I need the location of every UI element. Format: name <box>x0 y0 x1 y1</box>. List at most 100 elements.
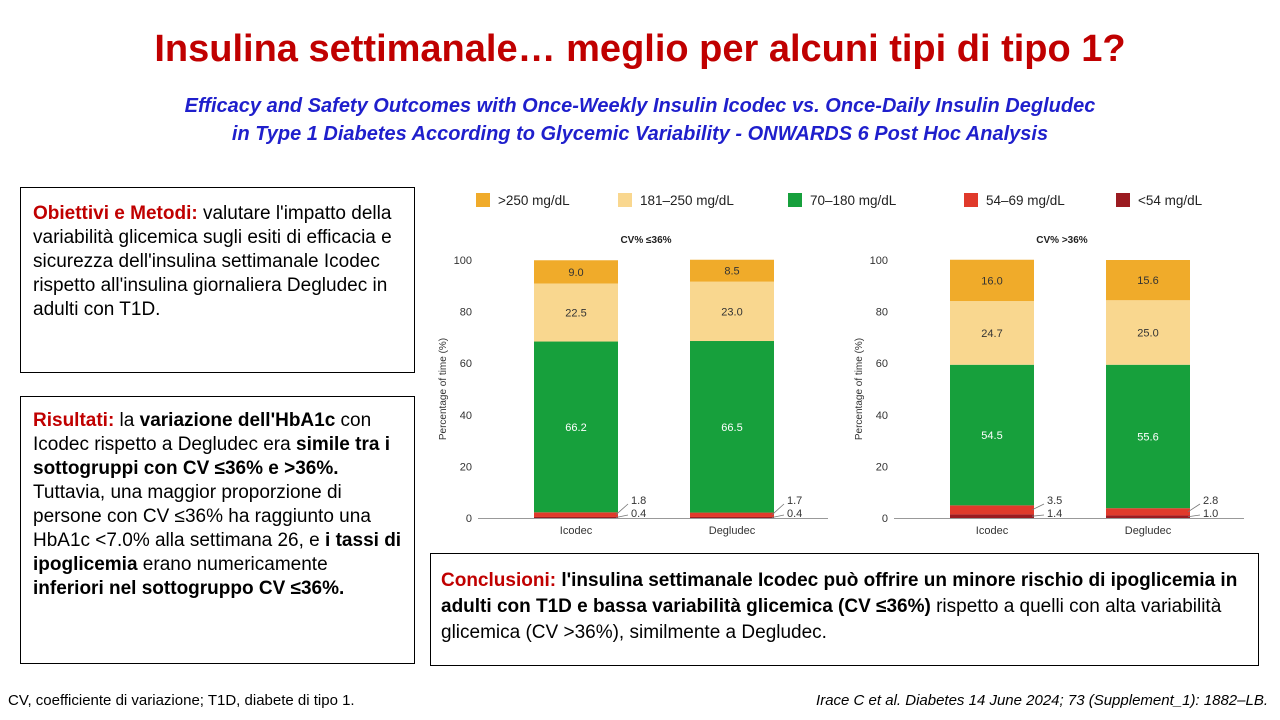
conclusions-bold: l'insulina settimanale Icodec può offrir… <box>441 570 1238 617</box>
data-label: 1.4 <box>1047 508 1062 520</box>
callout-line <box>1187 514 1201 518</box>
y-tick-label: 0 <box>466 513 472 525</box>
bar-segment <box>534 283 618 342</box>
footer-abbreviations: CV, coefficiente di variazione; T1D, dia… <box>8 692 355 709</box>
callout-line <box>771 514 785 518</box>
results-box: Risultati: la variazione dell'HbA1c con … <box>20 396 415 664</box>
data-label: 0.4 <box>787 508 802 520</box>
legend-swatch <box>476 193 490 207</box>
data-label: 54.5 <box>981 430 1002 442</box>
y-tick-label: 0 <box>882 513 888 525</box>
legend-label: <54 mg/dL <box>1138 193 1203 208</box>
conclusions-label: Conclusioni: <box>441 570 557 591</box>
bar-segment <box>534 512 618 517</box>
data-label: 2.8 <box>1203 495 1218 507</box>
subtitle-line-2: in Type 1 Diabetes According to Glycemic… <box>231 123 1049 145</box>
conclusions-text: rispetto a quelli con alta variabilità g… <box>441 596 1222 643</box>
subtitle-line-1: Efficacy and Safety Outcomes with Once-W… <box>184 95 1096 117</box>
data-label: 55.6 <box>1137 431 1158 443</box>
data-label: 23.0 <box>721 306 742 318</box>
legend-swatch <box>964 193 978 207</box>
objectives-label: Obiettivi e Metodi: <box>33 203 198 224</box>
bar-segment <box>690 259 774 282</box>
bar-segment <box>950 505 1034 515</box>
results-text-4: erano numericamente <box>137 554 328 575</box>
bar-segment <box>690 516 774 518</box>
x-tick-label: Degludec <box>1125 525 1172 537</box>
callout-line <box>771 503 785 516</box>
panel-title: CV% ≤36% <box>620 235 671 246</box>
bar-segment <box>1106 260 1190 301</box>
bar-segment <box>690 281 774 342</box>
data-label: 25.0 <box>1137 327 1158 339</box>
data-label: 3.5 <box>1047 495 1062 507</box>
legend-label: 54–69 mg/dL <box>986 193 1065 208</box>
data-label: 66.2 <box>565 422 586 434</box>
bar-segment <box>1106 364 1190 509</box>
results-text-2: con Icodec rispetto a Degludec era <box>33 410 372 455</box>
objectives-box: Obiettivi e Metodi: valutare l'impatto d… <box>20 187 415 373</box>
x-tick-label: Icodec <box>560 525 593 537</box>
y-axis-label: Percentage of time (%) <box>854 338 865 440</box>
y-tick-label: 80 <box>460 307 472 319</box>
bar-segment <box>950 364 1034 506</box>
time-in-range-chart: >250 mg/dL 181–250 mg/dL 70–180 mg/dL 54–69… <box>438 193 1244 537</box>
bar-segment <box>950 259 1034 302</box>
bar-segment <box>950 514 1034 518</box>
data-label: 16.0 <box>981 275 1002 287</box>
data-label: 24.7 <box>981 328 1002 340</box>
y-tick-label: 60 <box>876 358 888 370</box>
study-subtitle: Efficacy and Safety Outcomes with Once-W… <box>0 92 1280 148</box>
x-tick-label: Icodec <box>976 525 1009 537</box>
results-bold-1: variazione dell'HbA1c <box>139 410 336 431</box>
callout-line <box>615 514 629 518</box>
data-label: 1.7 <box>787 495 802 507</box>
results-bold-2: simile tra i sottogruppi con CV ≤36% e >… <box>33 434 390 479</box>
legend-swatch <box>1116 193 1130 207</box>
bar-segment <box>534 341 618 513</box>
bar-segment <box>534 516 618 518</box>
results-text-1: la <box>114 410 140 431</box>
bar-segment <box>690 512 774 517</box>
y-tick-label: 40 <box>460 410 472 422</box>
legend-label: >250 mg/dL <box>498 193 570 208</box>
legend-label: 181–250 mg/dL <box>640 193 734 208</box>
legend-swatch <box>618 193 632 207</box>
bar-segment <box>1106 515 1190 518</box>
data-label: 1.8 <box>631 495 646 507</box>
results-text-3: Tuttavia, una maggior proporzione di per… <box>33 482 371 551</box>
objectives-text: valutare l'impatto della variabilità gli… <box>33 203 392 320</box>
y-tick-label: 60 <box>460 358 472 370</box>
y-tick-label: 20 <box>460 461 472 473</box>
data-label: 0.4 <box>631 508 646 520</box>
callout-line <box>615 503 629 515</box>
y-tick-label: 100 <box>870 255 888 267</box>
data-label: 66.5 <box>721 422 742 434</box>
callout-line <box>1187 503 1201 513</box>
y-tick-label: 40 <box>876 410 888 422</box>
callout-line <box>1031 503 1045 511</box>
y-tick-label: 100 <box>454 255 472 267</box>
data-label: 1.0 <box>1203 508 1218 520</box>
bar-segment <box>534 260 618 284</box>
results-bold-4: inferiori nel sottogruppo CV ≤36%. <box>33 578 345 599</box>
legend-label: 70–180 mg/dL <box>810 193 897 208</box>
conclusions-box: Conclusioni: l'insulina settimanale Icod… <box>430 553 1259 666</box>
data-label: 22.5 <box>565 308 586 320</box>
y-tick-label: 20 <box>876 461 888 473</box>
bar-segment <box>690 341 774 513</box>
slide-title: Insulina settimanale… meglio per alcuni … <box>154 28 1126 70</box>
data-label: 9.0 <box>568 267 583 279</box>
panel-title: CV% >36% <box>1036 235 1088 246</box>
legend-swatch <box>788 193 802 207</box>
bar-segment <box>950 301 1034 365</box>
y-tick-label: 80 <box>876 307 888 319</box>
results-bold-3: i tassi di ipoglicemia <box>33 530 402 575</box>
data-label: 15.6 <box>1137 275 1158 287</box>
bar-segment <box>1106 508 1190 516</box>
x-tick-label: Degludec <box>709 525 756 537</box>
results-label: Risultati: <box>33 410 115 431</box>
callout-line <box>1031 514 1045 517</box>
y-axis-label: Percentage of time (%) <box>438 338 449 440</box>
data-label: 8.5 <box>724 266 739 278</box>
